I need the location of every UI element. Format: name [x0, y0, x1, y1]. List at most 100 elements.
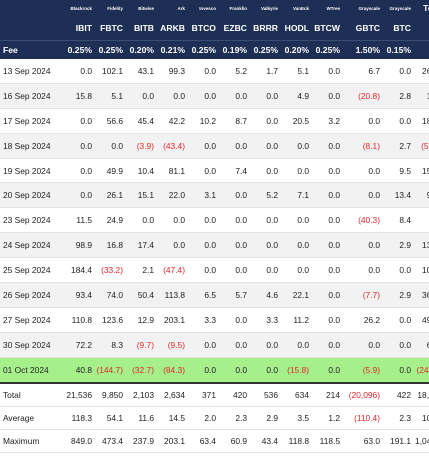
- total-cell: 158.3: [414, 158, 429, 184]
- flow-cell: 17.4: [126, 232, 157, 259]
- flow-cell: 8.7: [219, 108, 250, 134]
- total-cell: (242.6): [414, 357, 429, 384]
- flow-cell: 2,634: [157, 381, 188, 407]
- flow-cell: 0.0: [250, 257, 281, 284]
- flow-cell: 10.4: [126, 158, 157, 184]
- flow-cell: 0.0: [188, 357, 219, 384]
- row-date: 13 Sep 2024: [0, 59, 64, 84]
- flow-cell: 0.0: [281, 232, 312, 259]
- total-cell: 186.8: [414, 108, 429, 134]
- flow-cell: (20,096): [343, 381, 383, 407]
- flow-cell: 0.0: [383, 108, 414, 134]
- flow-cell: 536: [250, 381, 281, 407]
- total-cell: 12.8: [414, 83, 429, 109]
- ticker-header: BITB: [126, 16, 157, 41]
- flow-cell: 0.0: [64, 158, 95, 184]
- flow-cell: 0.0: [312, 158, 343, 184]
- flow-cell: 0.0: [383, 59, 414, 84]
- flow-cell: 0.0: [281, 133, 312, 159]
- issuer-header: Grayscale: [343, 0, 383, 16]
- flow-cell: 0.0: [343, 232, 383, 259]
- fee-cell: [414, 40, 429, 59]
- flow-cell: 0.0: [219, 332, 250, 358]
- flow-cell: 110.8: [64, 307, 95, 333]
- flow-cell: 2.8: [383, 83, 414, 109]
- total-cell: 4.5: [414, 207, 429, 234]
- ticker-header: HODL: [281, 16, 312, 41]
- flow-cell: 2,103: [126, 381, 157, 407]
- flow-cell: 49.9: [95, 158, 126, 184]
- flow-cell: 12.9: [126, 307, 157, 333]
- flow-cell: 0.0: [343, 182, 383, 209]
- summary-row: Average 118.3 54.1 11.6 14.5 2.0 2.3 2.9 3.5 1.2(…: [0, 406, 429, 430]
- ticker-header: IBIT: [64, 16, 95, 41]
- flow-cell: 0.0: [250, 232, 281, 259]
- flow-cell: 0.0: [281, 332, 312, 358]
- summary-row: Maximum 849.0 473.4 237.9 203.1 63.4 60.9 43.4 1…: [0, 429, 429, 453]
- flow-cell: 2.9: [250, 406, 281, 430]
- flow-cell: 0.0: [312, 307, 343, 333]
- flow-cell: 6.5: [188, 282, 219, 308]
- fee-cell: 0.25%: [312, 40, 343, 59]
- flow-cell: 99.3: [157, 59, 188, 84]
- flow-cell: 74.0: [95, 282, 126, 308]
- flow-cell: 0.0: [157, 232, 188, 259]
- flow-cell: 371: [188, 381, 219, 407]
- fee-cell: 0.15%: [383, 40, 414, 59]
- summary-row: Total 21,536 9,850 2,103 2,634 371 420 536 634 21…: [0, 381, 429, 407]
- flow-cell: 420: [219, 381, 250, 407]
- flow-cell: 20.5: [281, 108, 312, 134]
- flow-cell: 0.0: [188, 257, 219, 284]
- table-row: 26 Sep 2024 93.4 74.0 50.4 113.8 6.5 5.7 4.6 22.…: [0, 282, 429, 308]
- flow-cell: (20.8): [343, 83, 383, 109]
- table-row: 17 Sep 2024 0.0 56.6 45.4 42.2 10.2 8.7 0.0 20.5…: [0, 108, 429, 134]
- total-cell: 102.3: [414, 406, 429, 430]
- row-date: 16 Sep 2024: [0, 83, 64, 109]
- flow-cell: (40.3): [343, 207, 383, 234]
- fee-cell: 0.21%: [157, 40, 188, 59]
- ticker-header: BTC: [383, 16, 414, 41]
- flow-cell: 40.8: [64, 357, 95, 384]
- flow-cell: 0.0: [312, 257, 343, 284]
- flow-cell: 0.0: [219, 83, 250, 109]
- row-date: 24 Sep 2024: [0, 232, 64, 259]
- flow-cell: 0.0: [312, 59, 343, 84]
- table-row: 23 Sep 2024 11.5 24.9 0.0 0.0 0.0 0.0 0.0 0.0 0.0…: [0, 207, 429, 234]
- row-date: 17 Sep 2024: [0, 108, 64, 134]
- flow-cell: 2.3: [219, 406, 250, 430]
- flow-cell: 0.0: [157, 83, 188, 109]
- row-date: 25 Sep 2024: [0, 257, 64, 284]
- flow-cell: 634: [281, 381, 312, 407]
- flow-cell: (33.2): [95, 257, 126, 284]
- flow-cell: 0.0: [157, 207, 188, 234]
- flow-cell: 16.8: [95, 232, 126, 259]
- flow-cell: 0.0: [188, 59, 219, 84]
- row-date: 19 Sep 2024: [0, 158, 64, 184]
- flow-cell: 0.0: [219, 357, 250, 384]
- fee-cell: 0.20%: [281, 40, 312, 59]
- flow-cell: (6.2): [312, 452, 343, 460]
- total-cell: 18,623: [414, 381, 429, 407]
- flow-cell: 1.2: [312, 406, 343, 430]
- flow-cell: 0.0: [188, 207, 219, 234]
- ticker-header: BRRR: [250, 16, 281, 41]
- flow-cell: 5.2: [219, 59, 250, 84]
- flow-cell: 98.9: [64, 232, 95, 259]
- total-cell: 263.2: [414, 59, 429, 84]
- flow-cell: 118.3: [64, 406, 95, 430]
- flow-cell: 0.0: [383, 332, 414, 358]
- flow-cell: 1.7: [250, 59, 281, 84]
- flow-cell: 473.4: [95, 429, 126, 453]
- fee-cell: 1.50%: [343, 40, 383, 59]
- flow-cell: 3.3: [188, 307, 219, 333]
- flow-cell: 3.1: [188, 182, 219, 209]
- flow-cell: (32.7): [126, 357, 157, 384]
- total-header: Total: [414, 0, 429, 16]
- flow-cell: (7.7): [343, 282, 383, 308]
- flow-cell: 2.7: [383, 133, 414, 159]
- flow-cell: (36.9): [64, 452, 95, 460]
- flow-cell: 0.0: [188, 332, 219, 358]
- flow-cell: 0.0: [188, 133, 219, 159]
- flow-cell: 8.4: [383, 207, 414, 234]
